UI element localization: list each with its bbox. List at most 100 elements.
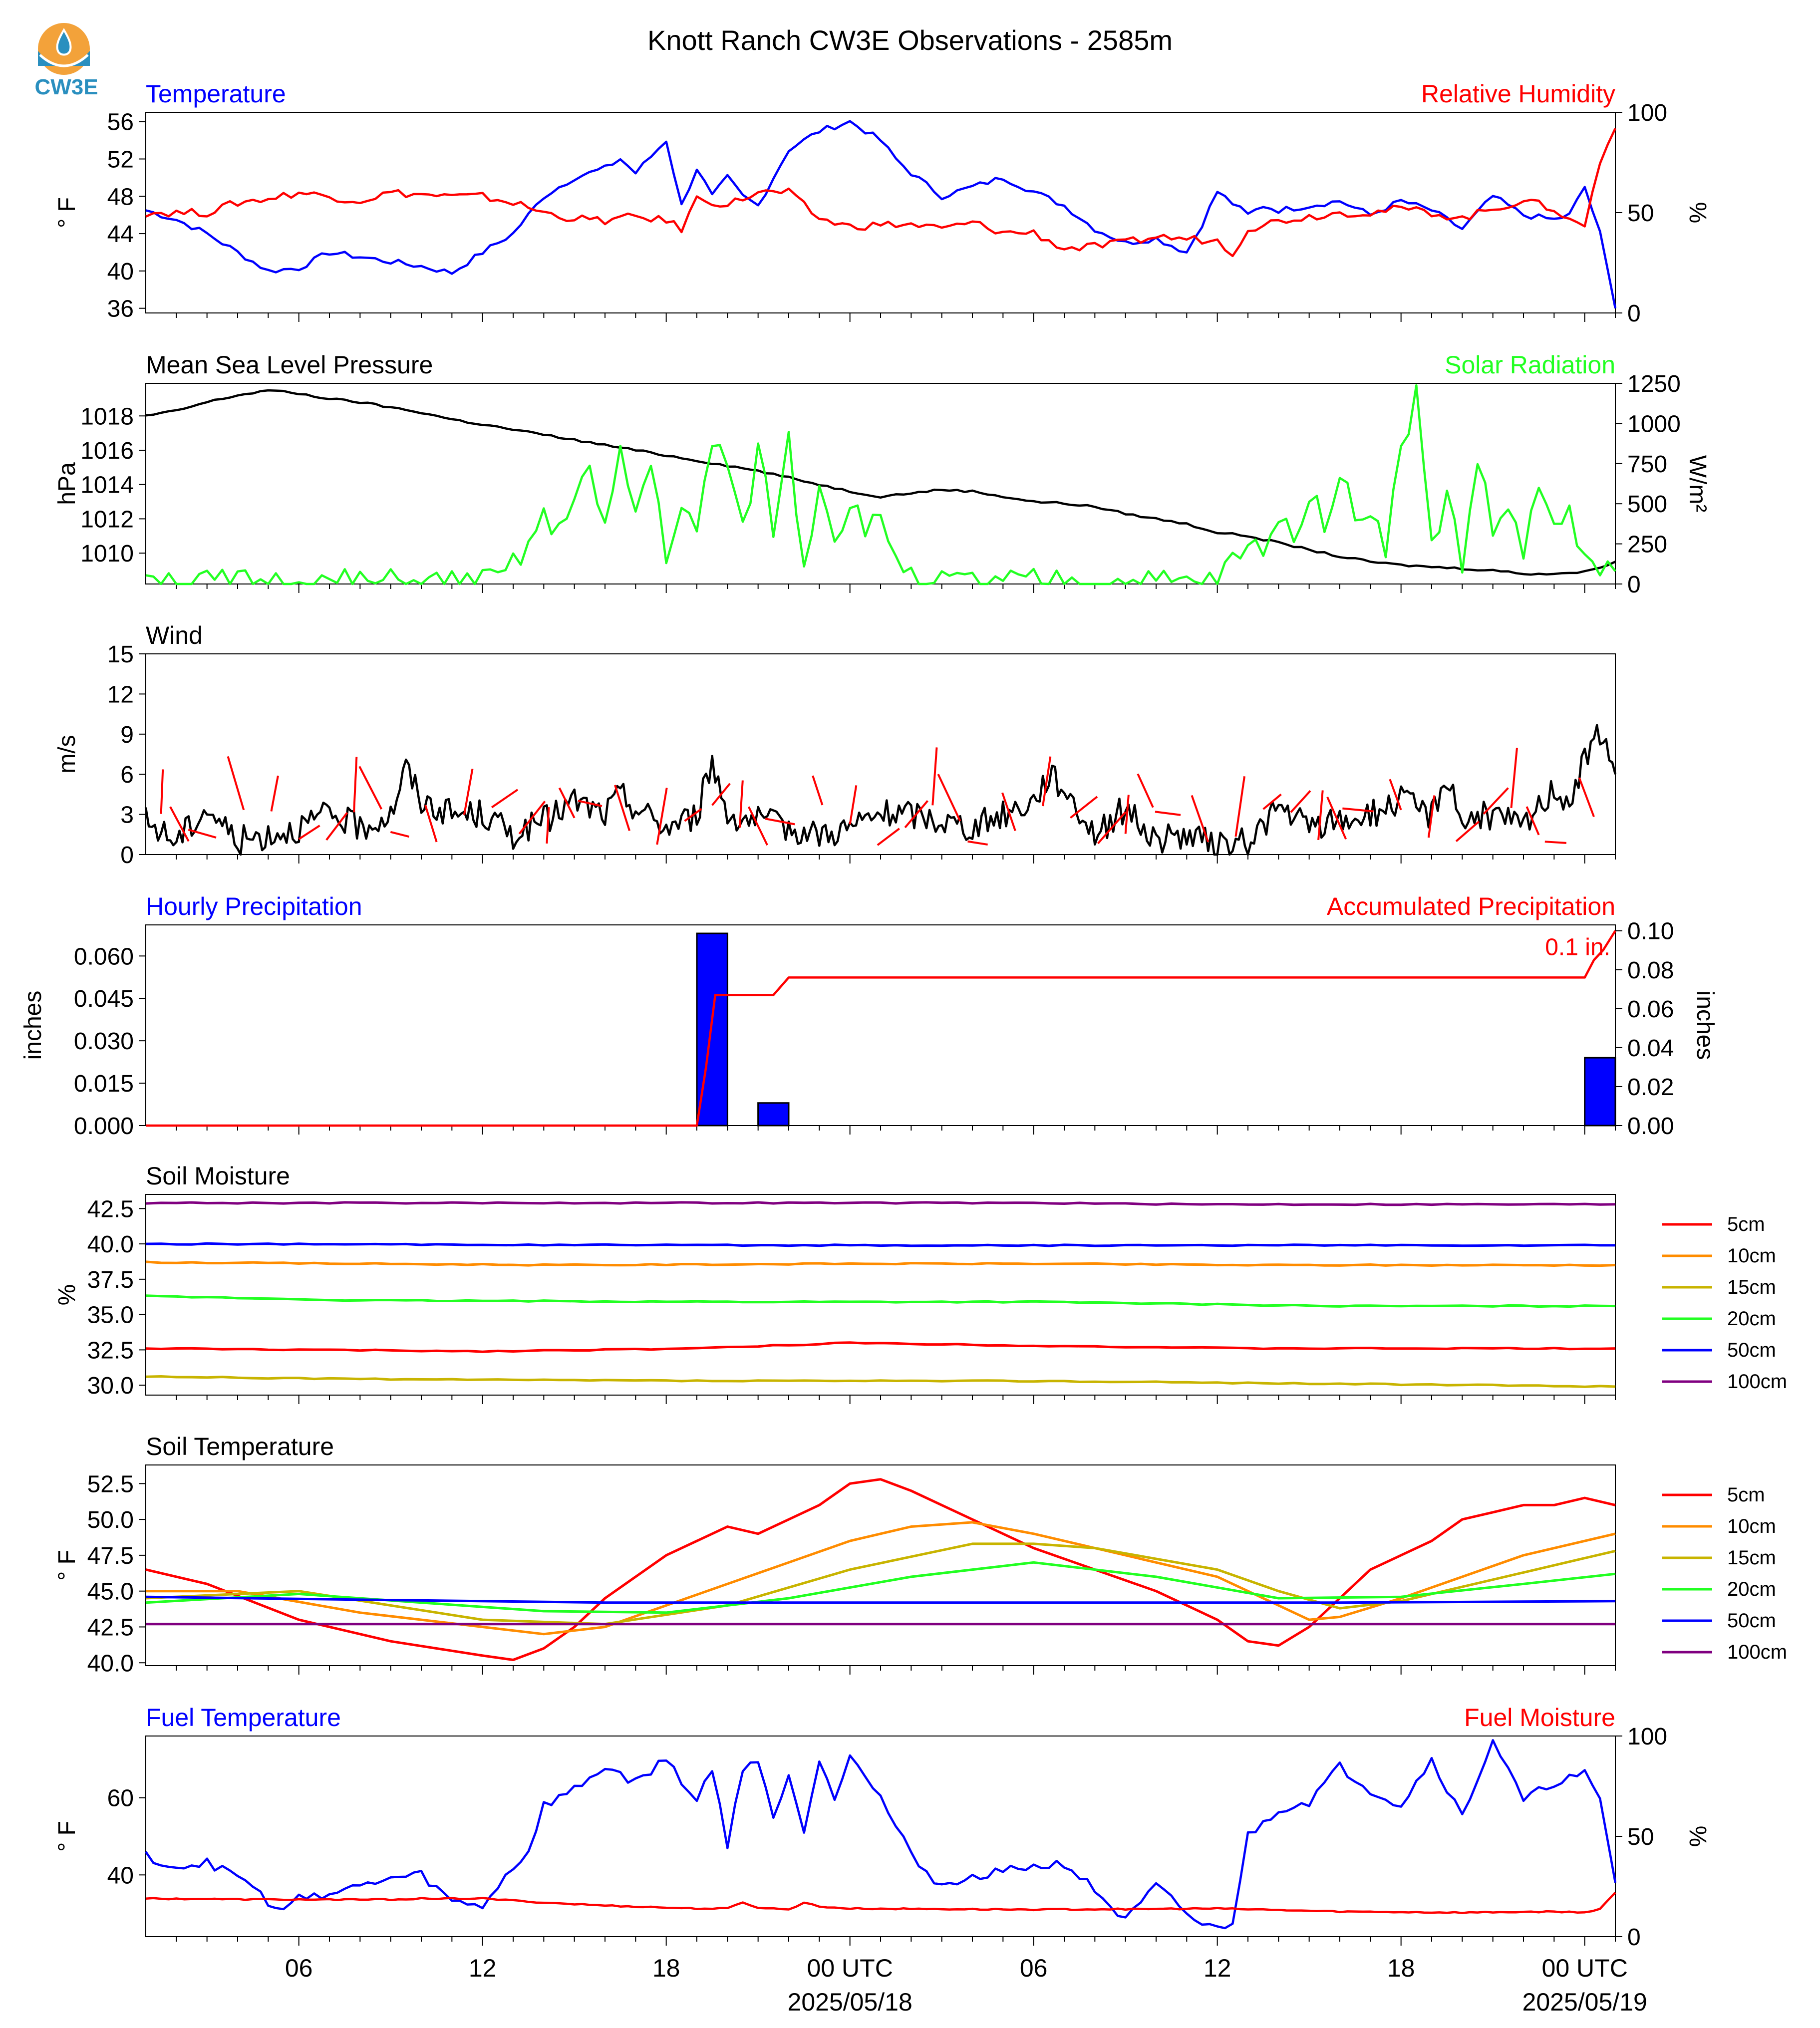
wind-barb: [1042, 756, 1052, 807]
pressure-ytick-label-right: 0: [1627, 572, 1641, 598]
precipitation-ytick-label-right: 0.10: [1627, 918, 1674, 945]
panel-fuel: Fuel Temperature Fuel Moisture 40 60 0 50 100 °…: [54, 1704, 1711, 2016]
wind-barb: [1427, 795, 1436, 838]
chart-title: Knott Ranch CW3E Observations - 2585m: [647, 24, 1173, 56]
chart-panels: Temperature Relative Humidity364044485256…: [20, 80, 1787, 2016]
wind-barb: [1262, 793, 1282, 810]
soil_moisture-legend-label: 5cm: [1727, 1213, 1765, 1235]
wind-barb: [1317, 790, 1324, 841]
temperature-ylabel-right: %: [1684, 202, 1711, 224]
x-tick-label: 06: [1020, 1954, 1048, 1982]
soil_temperature-series-10cm: [146, 1521, 1616, 1636]
wind-barb: [1483, 787, 1509, 815]
wind-barb: [1191, 795, 1210, 843]
temperature-ytick-label-left: 36: [107, 296, 134, 322]
soil_temperature-ylabel-left: ° F: [54, 1550, 80, 1581]
soil_moisture-legend-label: 15cm: [1727, 1276, 1776, 1298]
pressure-ytick-label-right: 250: [1627, 532, 1667, 558]
soil_temperature-title-left: Soil Temperature: [146, 1433, 334, 1460]
soil_moisture-series-15cm: [145, 1375, 1616, 1388]
soil_temperature-ytick-label-left: 45.0: [87, 1579, 134, 1605]
pressure-ytick-label-right: 1250: [1627, 371, 1681, 397]
wind-barb: [1525, 806, 1540, 836]
temperature-series-1: [145, 128, 1617, 258]
fuel-ytick-label-right: 100: [1627, 1724, 1667, 1750]
soil_moisture-series-20cm: [145, 1294, 1616, 1308]
wind-barb: [1290, 790, 1311, 813]
wind-ytick-label-left: 3: [120, 802, 134, 829]
pressure-title-right: Solar Radiation: [1445, 351, 1615, 379]
logo-text: CW3E: [34, 75, 98, 99]
precipitation-ylabel-right: inches: [1692, 991, 1718, 1060]
x-tick-label: 18: [652, 1954, 680, 1982]
x-tick-label: 00 UTC: [807, 1954, 893, 1982]
wind-barb: [967, 840, 988, 846]
wind-barb: [424, 805, 438, 843]
wind-barb: [738, 780, 744, 828]
pressure-ytick-label-left: 1016: [80, 438, 134, 464]
wind-barb: [1326, 796, 1347, 840]
temperature-title-left: Temperature: [146, 80, 286, 108]
precipitation-ytick-label-right: 0.04: [1627, 1035, 1674, 1062]
temperature-frame: [145, 112, 1616, 313]
wind-barb: [578, 800, 603, 807]
wind-barb: [491, 789, 519, 809]
wind-barb: [937, 774, 961, 822]
precipitation-ytick-label-right: 0.06: [1627, 996, 1674, 1023]
wind-ylabel-left: m/s: [54, 735, 80, 773]
fuel-series-0: [145, 1739, 1617, 1930]
wind-barb: [1544, 841, 1566, 844]
wind-series-0: [144, 724, 1617, 856]
precipitation-ytick-label-left: 0.000: [74, 1113, 134, 1140]
precipitation-ytick-label-left: 0.045: [74, 986, 134, 1012]
wind-barb: [227, 756, 245, 811]
pressure-ytick-label-left: 1018: [80, 403, 134, 430]
wind-barb: [546, 807, 550, 844]
temperature-title-right: Relative Humidity: [1421, 80, 1615, 108]
soil_moisture-legend-label: 50cm: [1727, 1339, 1776, 1361]
temperature-ytick-label-right: 100: [1627, 100, 1667, 126]
cw3e-logo-icon: [30, 20, 105, 105]
pressure-ytick-label-left: 1014: [80, 472, 134, 499]
wind-barb: [160, 769, 164, 814]
soil_moisture-ytick-label-left: 37.5: [87, 1267, 134, 1293]
soil_moisture-ytick-label-left: 30.0: [87, 1373, 134, 1399]
soil_moisture-ytick-label-left: 42.5: [87, 1196, 134, 1222]
precipitation-ytick-label-left: 0.060: [74, 943, 134, 970]
wind-barb: [1578, 777, 1595, 818]
wind-barb: [463, 768, 474, 816]
wind-barb: [1070, 796, 1098, 819]
wind-barb: [1137, 773, 1154, 808]
wind-barb: [849, 785, 858, 825]
soil_temperature-legend-label: 20cm: [1727, 1578, 1776, 1600]
soil_moisture-title-left: Soil Moisture: [146, 1162, 290, 1190]
soil_moisture-legend-label: 100cm: [1727, 1371, 1787, 1393]
precipitation-ytick-label-left: 0.030: [74, 1028, 134, 1055]
fuel-ylabel-left: ° F: [54, 1821, 80, 1852]
fuel-ytick-label-right: 0: [1627, 1924, 1641, 1951]
x-date-label: 2025/05/18: [788, 1988, 912, 2016]
soil_temperature-series-50cm: [145, 1595, 1616, 1604]
x-date-label: 2025/05/19: [1522, 1988, 1647, 2016]
pressure-ylabel-left: hPa: [54, 462, 80, 505]
panel-pressure: Mean Sea Level Pressure Solar Radiation 10…: [54, 351, 1711, 598]
wind-barb: [325, 812, 348, 841]
wind-barb: [1001, 792, 1016, 832]
soil_moisture-ytick-label-left: 40.0: [87, 1231, 134, 1258]
precipitation-ylabel-left: inches: [20, 991, 46, 1060]
panel-wind: Wind 0 3 6 9 12 15 m/s: [54, 621, 1617, 869]
wind-barb: [877, 828, 900, 846]
panel-precipitation: Hourly Precipitation Accumulated Precipit…: [20, 892, 1718, 1140]
precipitation-title-left: Hourly Precipitation: [146, 892, 362, 920]
accumulated-annotation: 0.1 in.: [1545, 934, 1610, 961]
wind-barb: [748, 806, 768, 846]
precipitation-frame: [145, 924, 1616, 1126]
precipitation-ytick-label-right: 0.00: [1627, 1113, 1674, 1140]
precipitation-series-0: [146, 930, 1616, 1127]
temperature-ylabel-left: ° F: [54, 197, 80, 228]
x-tick-label: 18: [1387, 1954, 1415, 1982]
fuel-series-1: [145, 1892, 1616, 1914]
soil_temperature-ytick-label-left: 42.5: [87, 1614, 134, 1641]
temperature-ytick-label-left: 40: [107, 259, 134, 285]
